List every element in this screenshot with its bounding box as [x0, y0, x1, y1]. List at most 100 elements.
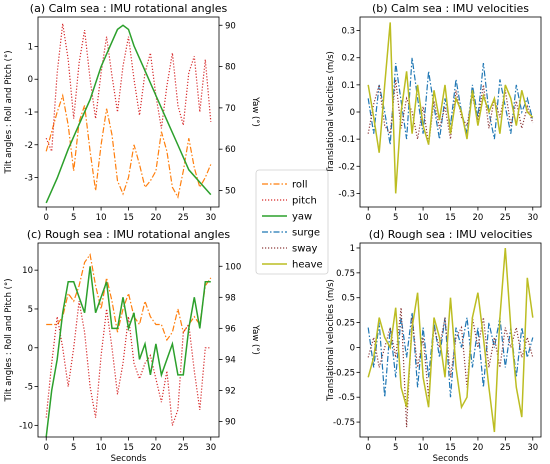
y2-tick-label: 92: [225, 386, 236, 396]
x-tick-label: 15: [445, 443, 456, 453]
y-tick-label: 0: [350, 343, 355, 353]
x-tick-label: 0: [44, 443, 49, 453]
series-line-surge: [367, 312, 534, 398]
panel-2: (b) Calm sea : IMU velocities 0 5 10 15 20 25 3…: [326, 2, 542, 223]
x-tick-label: 30: [205, 213, 216, 223]
x-tick-label: 30: [527, 213, 538, 223]
plot-frame: [359, 242, 542, 438]
y2-axis-label: Yaw (°): [250, 96, 260, 127]
series-group: [45, 253, 212, 437]
y-tick-label: 0.2: [341, 54, 355, 64]
y-tick-label: 0: [350, 108, 355, 118]
x-tick-label: 0: [366, 443, 371, 453]
x-tick-label: 25: [178, 443, 189, 453]
y2-tick-label: 50: [225, 186, 236, 196]
y-axis-label: Translational velocities (m/s): [326, 279, 336, 402]
legend-label-yaw: yaw: [292, 212, 312, 223]
x-tick-label: 5: [393, 213, 398, 223]
legend: roll pitch yaw surge sway heave: [255, 169, 329, 275]
x-tick-label: 5: [393, 443, 398, 453]
y2-tick-label: 70: [225, 104, 236, 114]
series-line-roll: [46, 253, 212, 342]
y2-tick-label: 98: [225, 293, 236, 303]
series-line-roll: [45, 93, 212, 199]
series-line-surge: [367, 57, 534, 145]
series-line-heave: [367, 22, 534, 194]
y-tick-label: 0.3: [341, 27, 355, 37]
x-tick-label: 10: [418, 443, 429, 453]
x-tick-label: 5: [71, 443, 76, 453]
y-tick-label: -5: [25, 383, 33, 393]
y2-tick-label: 94: [225, 355, 236, 365]
x-axis-label: Seconds: [433, 454, 469, 464]
series-group: [367, 22, 534, 194]
panel-title: (c) Rough sea : IMU rotational angles: [27, 228, 231, 241]
y-tick-label: -0.2: [338, 162, 355, 172]
series-line-heave: [367, 247, 534, 433]
y-tick-label: 0.25: [336, 319, 355, 329]
series-line-pitch: [45, 23, 212, 152]
x-tick-label: 20: [473, 213, 484, 223]
series-group: [45, 23, 212, 204]
x-tick-label: 15: [123, 213, 134, 223]
y2-axis-label: Yaw (°): [250, 324, 260, 355]
y2-tick-label: 100: [225, 262, 241, 272]
y-tick-label: -2: [25, 141, 33, 151]
y-tick-label: -10: [19, 421, 33, 431]
series-line-sway: [367, 307, 534, 428]
legend-label-pitch: pitch: [292, 196, 317, 207]
x-tick-label: 30: [205, 443, 216, 453]
x-tick-label: 15: [445, 213, 456, 223]
y2-tick-label: 90: [225, 21, 236, 31]
y-tick-label: 10: [22, 266, 33, 276]
x-tick-label: 10: [96, 213, 107, 223]
y-tick-label: 1: [28, 42, 33, 52]
y-tick-label: -0.25: [333, 368, 355, 378]
y-tick-label: 1: [350, 244, 355, 254]
y-axis-label: Tilt angles : Roll and Pitch (°): [4, 50, 14, 174]
x-tick-label: 10: [418, 213, 429, 223]
x-tick-label: 25: [500, 443, 511, 453]
panel-title: (b) Calm sea : IMU velocities: [372, 2, 529, 15]
y-tick-label: -0.75: [333, 418, 355, 428]
y-tick-label: 0.75: [336, 269, 355, 279]
panel-3: (c) Rough sea : IMU rotational angles 0 5 1…: [4, 228, 260, 464]
series-line-yaw: [45, 24, 212, 204]
y2-tick-label: 80: [225, 63, 236, 73]
x-tick-label: 5: [71, 213, 76, 223]
legend-label-roll: roll: [292, 180, 308, 191]
legend-label-surge: surge: [292, 228, 320, 239]
y-tick-label: -0.1: [338, 135, 355, 145]
y2-tick-label: 90: [225, 417, 236, 427]
y-tick-label: -0.5: [338, 393, 355, 403]
y-axis-label: Translational velocities (m/s): [326, 51, 336, 174]
panel-title: (a) Calm sea : IMU rotational angles: [30, 2, 228, 15]
y-tick-label: 0.1: [341, 81, 355, 91]
x-tick-label: 0: [366, 213, 371, 223]
series-line-pitch: [45, 301, 211, 426]
plot-frame: [37, 242, 220, 438]
y-tick-label: 0: [28, 344, 33, 354]
y-tick-label: 0: [28, 75, 33, 85]
x-tick-label: 20: [473, 443, 484, 453]
x-tick-label: 10: [96, 443, 107, 453]
series-group: [367, 247, 534, 433]
y-tick-label: 0.5: [341, 294, 355, 304]
x-axis-label: Seconds: [111, 454, 147, 464]
x-tick-label: 15: [123, 443, 134, 453]
x-tick-label: 20: [151, 443, 162, 453]
y2-tick-label: 96: [225, 324, 236, 334]
panel-title: (d) Rough sea : IMU velocities: [369, 228, 533, 241]
x-tick-label: 25: [178, 213, 189, 223]
x-tick-label: 25: [500, 213, 511, 223]
y-tick-label: -0.3: [338, 189, 355, 199]
series-line-yaw: [45, 266, 211, 437]
y-tick-label: -3: [25, 174, 33, 184]
x-tick-label: 0: [44, 213, 49, 223]
y2-tick-label: 60: [225, 145, 236, 155]
y-tick-label: 5: [28, 305, 33, 315]
x-tick-label: 20: [151, 213, 162, 223]
